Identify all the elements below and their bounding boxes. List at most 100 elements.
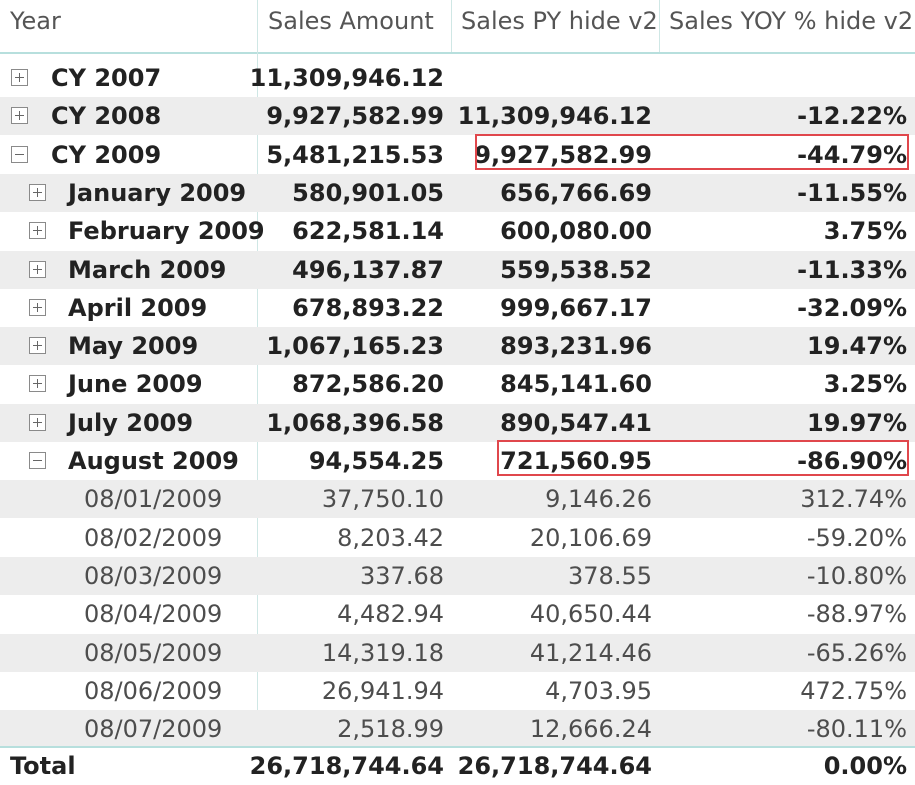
expand-plus-icon[interactable] [29, 414, 46, 431]
sales-amount-cell: 580,901.05 [292, 179, 444, 207]
sales-yoy-cell: -32.09% [797, 294, 907, 322]
row-label: February 2009 [68, 217, 265, 245]
table-row[interactable]: 08/05/2009 14,319.18 41,214.46 -65.26% [0, 634, 915, 672]
sales-amount-cell: 678,893.22 [292, 294, 444, 322]
expand-plus-icon[interactable] [29, 375, 46, 392]
sales-py-cell: 845,141.60 [500, 370, 652, 398]
sales-yoy-cell: -80.11% [806, 715, 907, 743]
row-label: April 2009 [68, 294, 208, 322]
sales-amount-cell: 8,203.42 [337, 524, 444, 552]
table-row[interactable]: April 2009 678,893.22 999,667.17 -32.09% [0, 289, 915, 327]
sales-yoy-cell: 3.75% [823, 217, 907, 245]
sales-yoy-cell: -11.33% [797, 256, 907, 284]
sales-yoy-cell: 312.74% [800, 485, 907, 513]
table-row[interactable]: 08/06/2009 26,941.94 4,703.95 472.75% [0, 672, 915, 710]
sales-amount-cell: 26,941.94 [321, 677, 444, 705]
expand-plus-icon[interactable] [11, 69, 28, 86]
table-row[interactable]: 08/04/2009 4,482.94 40,650.44 -88.97% [0, 595, 915, 633]
sales-amount-cell: 14,319.18 [321, 639, 444, 667]
sales-amount-cell: 2,518.99 [337, 715, 444, 743]
table-row[interactable]: 08/07/2009 2,518.99 12,666.24 -80.11% [0, 710, 915, 748]
row-label: July 2009 [68, 409, 194, 437]
total-label: Total [10, 752, 76, 780]
sales-py-cell: 559,538.52 [500, 256, 652, 284]
table-row[interactable]: June 2009 872,586.20 845,141.60 3.25% [0, 365, 915, 403]
table-row[interactable]: May 2009 1,067,165.23 893,231.96 19.47% [0, 327, 915, 365]
sales-py-cell: 893,231.96 [500, 332, 652, 360]
table-row[interactable]: January 2009 580,901.05 656,766.69 -11.55% [0, 174, 915, 212]
sales-amount-cell: 11,309,946.12 [249, 64, 444, 92]
expand-plus-icon[interactable] [29, 261, 46, 278]
sales-py-cell: 20,106.69 [529, 524, 652, 552]
total-sales-amount: 26,718,744.64 [249, 752, 444, 780]
table-row[interactable]: CY 2008 9,927,582.99 11,309,946.12 -12.22% [0, 97, 915, 135]
table-row[interactable]: August 2009 94,554.25 721,560.95 -86.90% [0, 442, 915, 480]
column-header-sales-amount[interactable]: Sales Amount [268, 7, 434, 35]
row-label: January 2009 [68, 179, 247, 207]
sales-amount-cell: 94,554.25 [308, 447, 444, 475]
row-label: 08/01/2009 [84, 485, 223, 513]
table-row[interactable]: July 2009 1,068,396.58 890,547.41 19.97% [0, 404, 915, 442]
sales-py-cell: 600,080.00 [500, 217, 652, 245]
sales-py-cell: 41,214.46 [529, 639, 652, 667]
sales-yoy-cell: -44.79% [797, 141, 907, 169]
sales-yoy-cell: -11.55% [797, 179, 907, 207]
column-divider [257, 0, 258, 52]
sales-amount-cell: 1,067,165.23 [266, 332, 444, 360]
total-sales-yoy: 0.00% [823, 752, 907, 780]
column-header-row: Year Sales Amount Sales PY hide v2 Sales… [0, 0, 915, 54]
row-label: CY 2009 [51, 141, 162, 169]
sales-amount-cell: 337.68 [360, 562, 444, 590]
collapse-minus-icon[interactable] [29, 452, 46, 469]
expand-plus-icon[interactable] [29, 299, 46, 316]
total-row: Total 26,718,744.64 26,718,744.64 0.00% [0, 748, 915, 785]
sales-amount-cell: 4,482.94 [337, 600, 444, 628]
row-label: March 2009 [68, 256, 227, 284]
sales-py-cell: 890,547.41 [500, 409, 652, 437]
expand-plus-icon[interactable] [29, 337, 46, 354]
table-row[interactable]: March 2009 496,137.87 559,538.52 -11.33% [0, 251, 915, 289]
sales-yoy-cell: -10.80% [806, 562, 907, 590]
column-header-sales-py[interactable]: Sales PY hide v2 [461, 7, 658, 35]
sales-py-cell: 999,667.17 [500, 294, 652, 322]
sales-amount-cell: 5,481,215.53 [266, 141, 444, 169]
sales-amount-cell: 37,750.10 [321, 485, 444, 513]
sales-py-cell: 12,666.24 [529, 715, 652, 743]
sales-py-cell: 721,560.95 [500, 447, 652, 475]
sales-py-cell: 656,766.69 [500, 179, 652, 207]
row-label: 08/02/2009 [84, 524, 223, 552]
row-label: CY 2007 [51, 64, 162, 92]
sales-yoy-cell: 472.75% [800, 677, 907, 705]
sales-yoy-cell: -88.97% [806, 600, 907, 628]
column-divider [451, 0, 452, 52]
row-label: 08/07/2009 [84, 715, 223, 743]
row-label: 08/05/2009 [84, 639, 223, 667]
table-row[interactable]: 08/01/2009 37,750.10 9,146.26 312.74% [0, 480, 915, 518]
sales-amount-cell: 9,927,582.99 [266, 102, 444, 130]
row-label: May 2009 [68, 332, 199, 360]
sales-py-cell: 40,650.44 [529, 600, 652, 628]
total-sales-py: 26,718,744.64 [457, 752, 652, 780]
column-divider [659, 0, 660, 52]
column-header-year[interactable]: Year [10, 7, 61, 35]
sales-py-cell: 4,703.95 [545, 677, 652, 705]
table-row[interactable]: 08/02/2009 8,203.42 20,106.69 -59.20% [0, 519, 915, 557]
table-row[interactable]: CY 2007 11,309,946.12 [0, 59, 915, 97]
sales-yoy-cell: 19.47% [807, 332, 907, 360]
expand-plus-icon[interactable] [29, 184, 46, 201]
row-label: June 2009 [68, 370, 203, 398]
sales-py-cell: 378.55 [568, 562, 652, 590]
sales-yoy-cell: 3.25% [823, 370, 907, 398]
row-label: 08/03/2009 [84, 562, 223, 590]
row-label: 08/04/2009 [84, 600, 223, 628]
table-row[interactable]: 08/03/2009 337.68 378.55 -10.80% [0, 557, 915, 595]
collapse-minus-icon[interactable] [11, 146, 28, 163]
table-row[interactable]: February 2009 622,581.14 600,080.00 3.75% [0, 212, 915, 250]
table-row[interactable]: CY 2009 5,481,215.53 9,927,582.99 -44.79% [0, 136, 915, 174]
sales-yoy-cell: -12.22% [797, 102, 907, 130]
expand-plus-icon[interactable] [11, 107, 28, 124]
total-divider [0, 746, 915, 748]
expand-plus-icon[interactable] [29, 222, 46, 239]
column-header-sales-yoy[interactable]: Sales YOY % hide v2 [669, 7, 914, 35]
